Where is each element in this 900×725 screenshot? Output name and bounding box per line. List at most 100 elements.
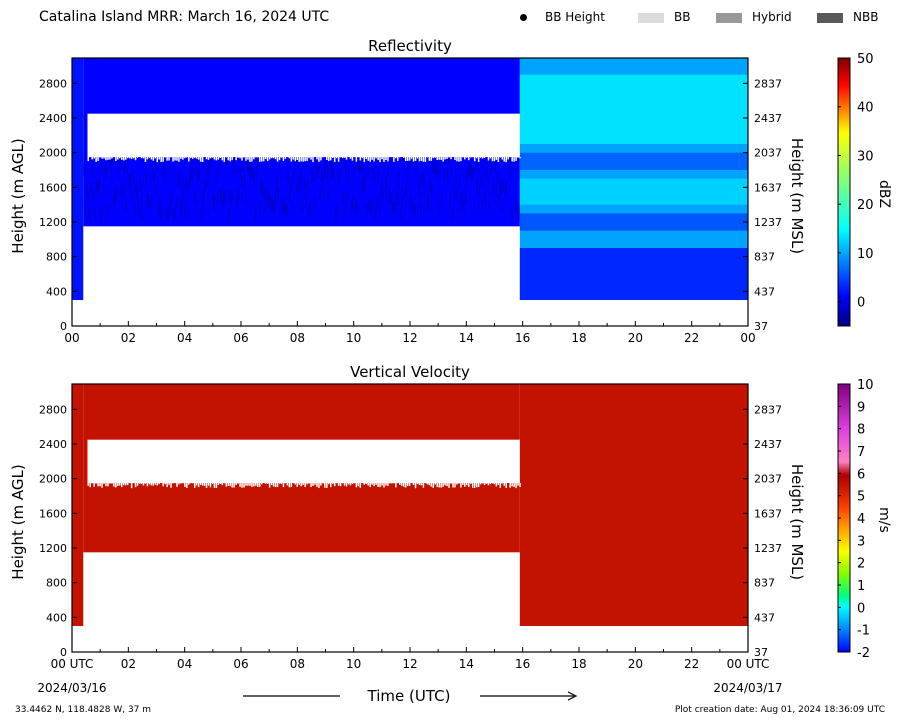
reflectivity-speckle (390, 191, 392, 205)
velocity-gap-fringe (357, 483, 360, 487)
velocity-gap-fringe (178, 483, 180, 485)
reflectivity-gap-fringe (381, 157, 383, 160)
reflectivity-speckle (228, 208, 230, 222)
reflectivity-y-right-tick-label: 2037 (754, 147, 782, 160)
reflectivity-speckle (101, 161, 103, 175)
reflectivity-speckle (363, 176, 365, 190)
velocity-x-tick-label: 12 (402, 657, 417, 671)
reflectivity-gap-fringe (493, 157, 496, 162)
reflectivity-gap-fringe (316, 157, 318, 160)
reflectivity-gap-fringe (264, 157, 267, 159)
reflectivity-gap-fringe (395, 157, 397, 159)
legend-bb: BB (638, 10, 690, 24)
velocity-gap-fringe (418, 483, 421, 486)
velocity-gap-fringe (243, 483, 245, 488)
reflectivity-speckle (477, 160, 479, 174)
reflectivity-speckle (450, 163, 453, 177)
reflectivity-speckle (464, 190, 467, 204)
reflectivity-speckle (98, 175, 100, 189)
velocity-gap-fringe (272, 483, 275, 487)
reflectivity-speckle (126, 160, 129, 174)
reflectivity-speckle (350, 203, 353, 217)
reflectivity-speckle (198, 166, 200, 180)
reflectivity-gap-fringe (337, 157, 340, 162)
reflectivity-gap-fringe (211, 157, 214, 158)
reflectivity-gap-fringe (404, 157, 407, 162)
reflectivity-gap-fringe (162, 157, 164, 162)
reflectivity-speckle (219, 188, 222, 202)
reflectivity-gap-fringe (416, 157, 419, 159)
velocity-gap-fringe (249, 483, 251, 486)
velocity-gap-fringe (379, 483, 381, 488)
reflectivity-speckle (243, 174, 246, 188)
reflectivity-speckle (273, 198, 275, 212)
velocity-gap-fringe (154, 483, 157, 485)
velocity-gap-fringe (395, 483, 397, 488)
velocity-gap-fringe (318, 483, 320, 489)
velocity-gap-fringe (195, 483, 198, 486)
velocity-gap-fringe (113, 483, 115, 487)
reflectivity-speckle (495, 183, 498, 197)
velocity-gap-fringe (454, 483, 456, 488)
reflectivity-speckle (125, 198, 127, 212)
reflectivity-gap-fringe (418, 157, 421, 162)
velocity-gap-fringe (493, 483, 496, 485)
velocity-y-tick-label: 1600 (39, 507, 67, 520)
velocity-gap-fringe (519, 483, 521, 488)
reflectivity-colorbar-label: dBZ (876, 180, 892, 208)
reflectivity-speckle (439, 164, 441, 178)
reflectivity-colorbar (837, 57, 851, 327)
reflectivity-y-right-tick-label: 2837 (754, 77, 782, 90)
reflectivity-speckle (421, 173, 423, 187)
reflectivity-speckle (432, 160, 434, 174)
reflectivity-speckle (362, 180, 364, 194)
reflectivity-gap-fringe (460, 157, 462, 162)
reflectivity-gap-fringe (164, 157, 166, 158)
reflectivity-gap-fringe (442, 157, 444, 162)
reflectivity-speckle (256, 161, 258, 175)
reflectivity-speckle (146, 193, 148, 207)
velocity-y-right-tick-label: 1637 (754, 507, 782, 520)
velocity-gap-fringe (406, 483, 409, 486)
reflectivity-speckle (141, 194, 143, 208)
velocity-gap-fringe (245, 483, 247, 486)
reflectivity-speckle (452, 207, 454, 221)
velocity-gap-fringe (326, 483, 328, 488)
velocity-gap-fringe (383, 483, 385, 488)
reflectivity-speckle (397, 192, 399, 206)
velocity-gap-fringe (219, 483, 222, 485)
reflectivity-y-right-tick-label: 2437 (754, 112, 782, 125)
velocity-gap-fringe (324, 483, 326, 488)
reflectivity-speckle (315, 161, 317, 175)
reflectivity-speckle (183, 180, 185, 194)
reflectivity-y-tick-label: 800 (46, 251, 67, 264)
reflectivity-gap-fringe (274, 157, 277, 160)
reflectivity-speckle (318, 156, 320, 170)
velocity-gap-fringe (111, 483, 113, 484)
reflectivity-title: Reflectivity (368, 37, 452, 55)
reflectivity-speckle (122, 185, 124, 199)
reflectivity-speckle (174, 207, 177, 221)
reflectivity-speckle (357, 157, 360, 171)
velocity-gap-fringe (264, 483, 267, 484)
velocity-echo-gap (87, 439, 520, 483)
velocity-gap-fringe (176, 483, 178, 487)
reflectivity-x-tick-label: 10 (346, 331, 361, 345)
reflectivity-y-right-tick-label: 837 (754, 251, 775, 264)
start-date-label: 2024/03/16 (37, 681, 106, 695)
reflectivity-speckle (456, 188, 458, 202)
reflectivity-gap-fringe (379, 157, 381, 163)
reflectivity-speckle (408, 155, 410, 169)
reflectivity-gap-fringe (326, 157, 328, 161)
reflectivity-speckle (281, 198, 284, 212)
reflectivity-speckle (102, 182, 105, 196)
reflectivity-speckle (224, 190, 226, 204)
x-axis-title: Time (UTC) (367, 687, 451, 705)
reflectivity-echo-region (72, 58, 84, 300)
reflectivity-speckle (310, 201, 312, 215)
velocity-gap-fringe (255, 483, 257, 486)
velocity-gap-fringe (416, 483, 419, 485)
reflectivity-y-right-tick-label: 1237 (754, 216, 782, 229)
reflectivity-speckle (474, 157, 476, 171)
reflectivity-speckle (459, 174, 461, 188)
